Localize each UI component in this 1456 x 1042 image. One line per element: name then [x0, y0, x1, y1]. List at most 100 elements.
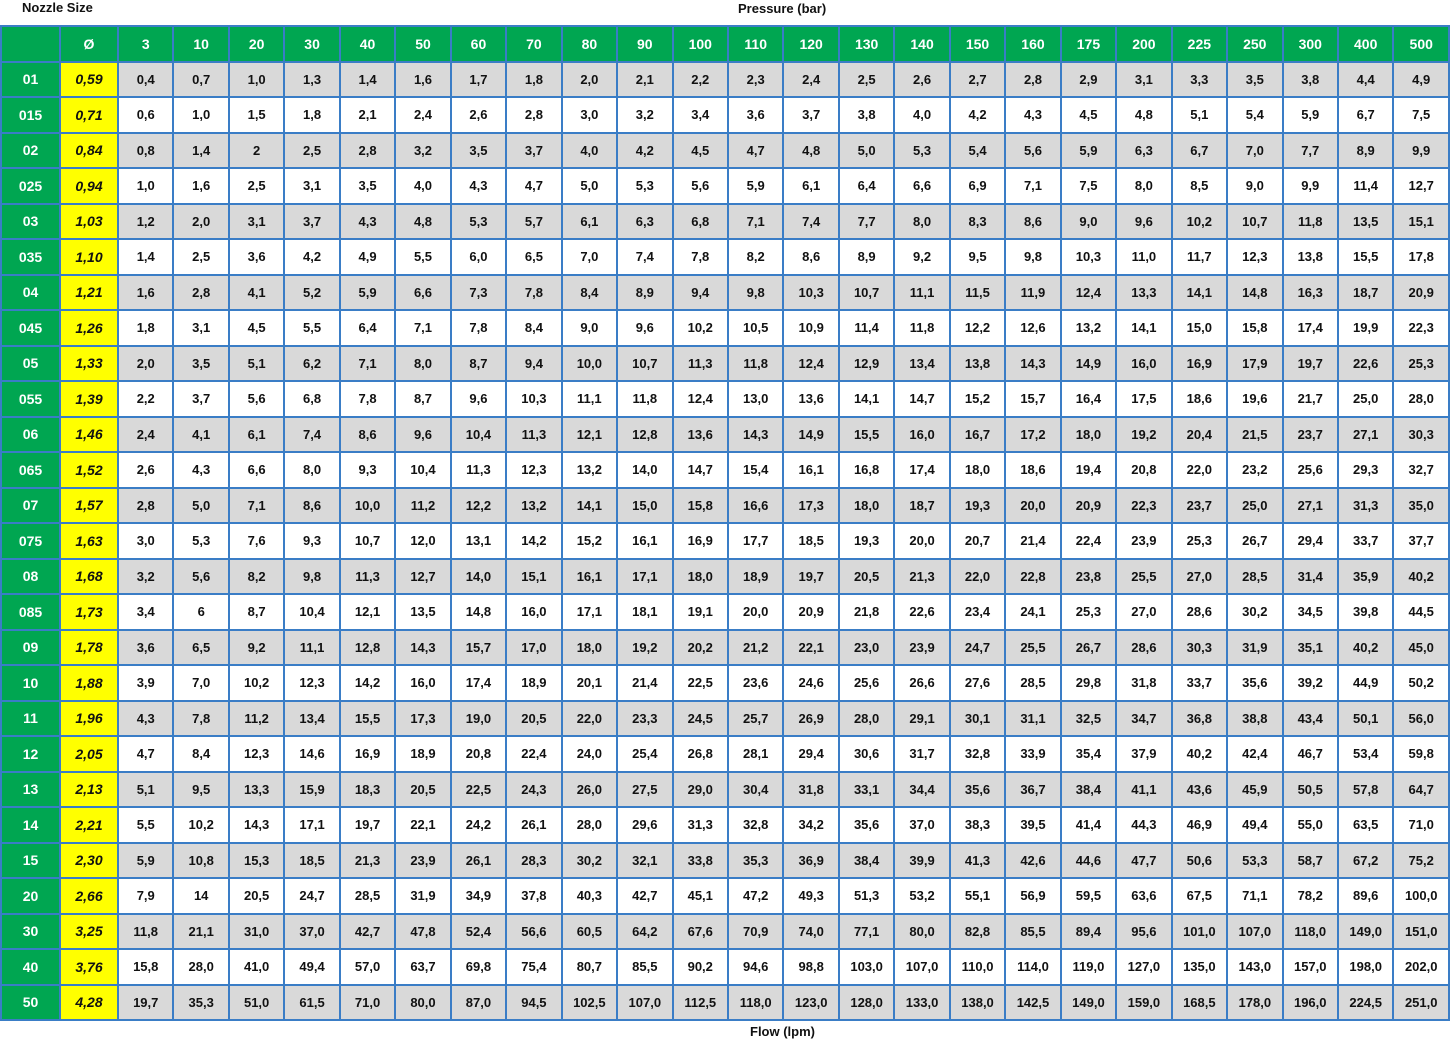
- pressure-header: 20: [227, 25, 286, 63]
- pressure-header: 200: [1115, 25, 1173, 63]
- flow-value: 17,3: [782, 486, 840, 524]
- flow-value: 0,7: [172, 60, 230, 98]
- flow-value: 53,2: [893, 877, 951, 915]
- flow-value: 46,9: [1170, 806, 1229, 844]
- flow-value: 11,9: [1004, 273, 1062, 311]
- diameter: 1,88: [59, 664, 119, 702]
- diameter: 1,39: [59, 380, 119, 418]
- flow-value: 31,8: [782, 770, 840, 808]
- flow-value: 39,5: [1004, 806, 1062, 844]
- flow-value: 7,4: [283, 415, 341, 453]
- flow-value: 21,1: [172, 912, 230, 950]
- flow-value: 10,4: [283, 593, 341, 631]
- flow-value: 55,1: [948, 877, 1007, 915]
- pressure-header: 250: [1226, 25, 1284, 63]
- flow-value: 149,0: [1059, 983, 1118, 1021]
- flow-value: 18,3: [338, 770, 397, 808]
- flow-value: 114,0: [1004, 948, 1062, 986]
- flow-value: 18,6: [1170, 380, 1229, 418]
- flow-value: 118,0: [726, 983, 785, 1021]
- flow-value: 37,0: [283, 912, 341, 950]
- flow-value: 11,3: [671, 344, 729, 382]
- flow-value: 16,0: [1115, 344, 1173, 382]
- flow-value: 19,0: [449, 699, 508, 737]
- flow-value: 25,5: [1004, 628, 1062, 666]
- flow-value: 20,0: [726, 593, 785, 631]
- flow-value: 53,4: [1336, 735, 1395, 773]
- flow-value: 20,7: [948, 522, 1007, 560]
- flow-value: 9,4: [505, 344, 563, 382]
- data-row: 30 3,25 11,8 21,1 31,0 37,0 42,7 47,8 52,4 56,6 60…: [0, 912, 1450, 950]
- flow-value: 5,9: [1059, 131, 1118, 169]
- data-row: 075 1,63 3,0 5,3 7,6 9,3 10,7 12,0 13,1 14,2 15,2 1…: [0, 522, 1450, 560]
- flow-value: 6,0: [449, 238, 508, 276]
- flow-value: 24,0: [560, 735, 619, 773]
- flow-value: 12,0: [394, 522, 452, 560]
- flow-value: 12,7: [394, 557, 452, 595]
- flow-value: 15,5: [1336, 238, 1395, 276]
- diameter: 1,78: [59, 628, 119, 666]
- flow-value: 36,8: [1170, 699, 1229, 737]
- flow-value: 67,6: [671, 912, 729, 950]
- flow-value: 5,5: [394, 238, 452, 276]
- flow-value: 5,3: [893, 131, 951, 169]
- data-row: 10 1,88 3,9 7,0 10,2 12,3 14,2 16,0 17,4 18,9 20,1…: [0, 664, 1450, 702]
- flow-value: 49,3: [782, 877, 840, 915]
- flow-value: 14,3: [1004, 344, 1062, 382]
- flow-value: 26,9: [782, 699, 840, 737]
- flow-value: 157,0: [1281, 948, 1339, 986]
- flow-value: 26,1: [505, 806, 563, 844]
- flow-value: 22,1: [782, 628, 840, 666]
- flow-value: 6: [172, 593, 230, 631]
- flow-value: 5,1: [1170, 96, 1229, 134]
- flow-value: 4,8: [1115, 96, 1173, 134]
- flow-value: 4,0: [893, 96, 951, 134]
- flow-value: 15,1: [1392, 202, 1450, 240]
- flow-value: 17,2: [1004, 415, 1062, 453]
- flow-value: 11,5: [948, 273, 1007, 311]
- flow-value: 14,2: [338, 664, 397, 702]
- flow-value: 13,6: [782, 380, 840, 418]
- flow-value: 6,6: [394, 273, 452, 311]
- flow-value: 31,4: [1281, 557, 1339, 595]
- pressure-header: 130: [837, 25, 896, 63]
- flow-value: 18,0: [671, 557, 729, 595]
- flow-value: 13,1: [449, 522, 508, 560]
- flow-value: 20,0: [893, 522, 951, 560]
- diameter: 1,52: [59, 451, 119, 489]
- flow-value: 1,0: [172, 96, 230, 134]
- flow-value: 49,4: [283, 948, 341, 986]
- flow-value: 41,0: [227, 948, 286, 986]
- flow-value: 19,4: [1059, 451, 1118, 489]
- flow-value: 6,6: [893, 167, 951, 205]
- flow-value: 28,5: [1004, 664, 1062, 702]
- flow-value: 10,3: [505, 380, 563, 418]
- flow-value: 74,0: [782, 912, 840, 950]
- flow-value: 18,0: [560, 628, 619, 666]
- flow-value: 7,4: [616, 238, 674, 276]
- flow-value: 10,0: [338, 486, 397, 524]
- flow-value: 14,2: [505, 522, 563, 560]
- flow-value: 44,5: [1392, 593, 1450, 631]
- nozzle-size: 01: [0, 60, 61, 98]
- flow-value: 3,1: [172, 309, 230, 347]
- diameter: 1,68: [59, 557, 119, 595]
- flow-value: 5,0: [560, 167, 619, 205]
- flow-value: 9,3: [283, 522, 341, 560]
- flow-value: 5,6: [227, 380, 286, 418]
- flow-value: 0,4: [116, 60, 175, 98]
- flow-value: 149,0: [1336, 912, 1395, 950]
- flow-value: 4,0: [394, 167, 452, 205]
- flow-value: 4,0: [560, 131, 619, 169]
- flow-value: 43,6: [1170, 770, 1229, 808]
- flow-value: 16,1: [782, 451, 840, 489]
- flow-value: 7,0: [172, 664, 230, 702]
- flow-value: 27,5: [616, 770, 674, 808]
- flow-value: 63,7: [394, 948, 452, 986]
- flow-value: 22,3: [1392, 309, 1450, 347]
- flow-value: 10,7: [616, 344, 674, 382]
- flow-value: 20,9: [782, 593, 840, 631]
- flow-value: 42,6: [1004, 841, 1062, 879]
- flow-value: 22,5: [449, 770, 508, 808]
- flow-value: 21,4: [616, 664, 674, 702]
